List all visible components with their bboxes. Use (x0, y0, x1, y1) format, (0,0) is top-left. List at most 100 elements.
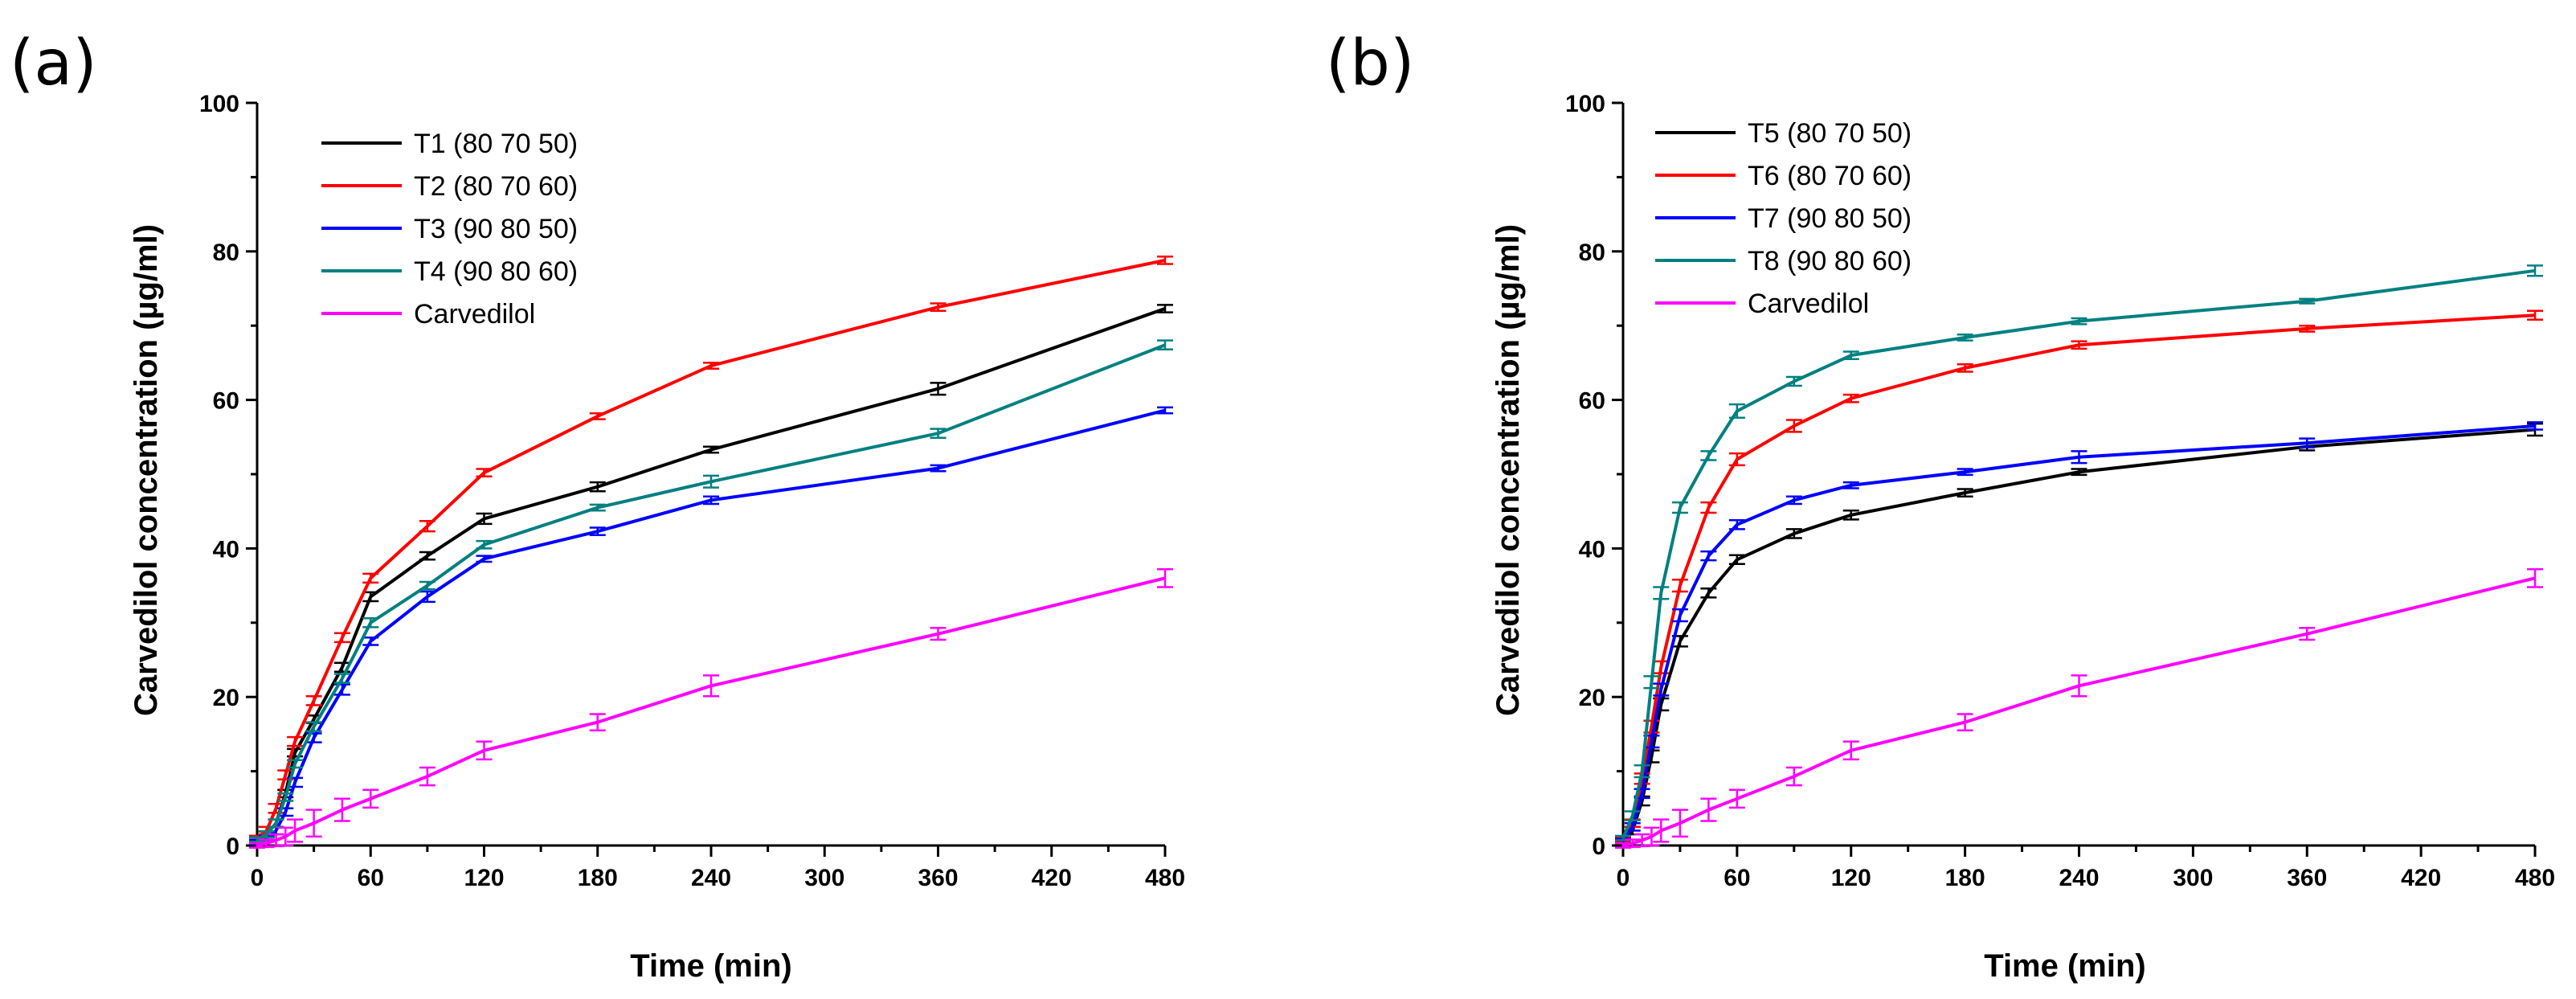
error-bar (2527, 568, 2543, 588)
legend-label: Carvedilol (1748, 289, 1869, 319)
error-bar (362, 572, 379, 584)
y-tick-label: 80 (1579, 240, 1605, 266)
error-bar (1700, 450, 1717, 461)
error-bar (2071, 317, 2087, 325)
x-axis-label-b: Time (min) (1984, 948, 2146, 984)
x-tick-label: 420 (1032, 865, 1072, 891)
x-tick-label: 420 (2401, 865, 2441, 891)
error-bar (589, 411, 606, 420)
error-bar (1671, 608, 1688, 623)
series-line (1621, 424, 2536, 842)
error-bar (1957, 713, 1973, 732)
error-bar (930, 302, 947, 312)
error-bar (930, 428, 947, 439)
error-bar (1785, 528, 1802, 539)
x-tick-label: 300 (804, 865, 844, 891)
error-bar (589, 713, 606, 732)
error-bar (1653, 682, 1670, 697)
x-tick-label: 240 (2059, 865, 2099, 891)
x-tick-label: 480 (1145, 865, 1185, 891)
error-bar (1842, 350, 1859, 361)
error-bar (476, 468, 493, 478)
series-line (1621, 313, 2536, 841)
chart-panel-a: (a) Time (min) Carvedilol concentration … (10, 27, 1185, 984)
error-bar (1957, 334, 1973, 342)
legend: T5 (80 70 50) T6 (80 70 60) T7 (90 80 50) T… (1655, 118, 1912, 319)
error-bar (930, 627, 947, 641)
error-bar (1785, 375, 1802, 387)
y-tick-label: 80 (213, 240, 239, 266)
x-tick-label: 240 (691, 865, 731, 891)
error-bar (589, 526, 606, 537)
y-tick-label: 60 (213, 388, 239, 415)
y-tick-label: 100 (199, 91, 239, 117)
error-bar (2299, 437, 2316, 448)
error-bar (1700, 501, 1717, 514)
legend-label: T6 (80 70 60) (1748, 161, 1912, 191)
error-bar (2299, 627, 2316, 641)
x-tick-label: 480 (2515, 865, 2555, 891)
y-tick-label: 100 (1565, 91, 1605, 117)
error-bar (287, 759, 304, 769)
x-tick-label: 120 (464, 865, 504, 891)
error-bar (1785, 766, 1802, 787)
panel-label-b: (b) (1326, 27, 1414, 100)
error-bar (419, 590, 435, 604)
x-tick-label: 120 (1831, 865, 1871, 891)
error-bar (1728, 452, 1745, 467)
error-bar (305, 721, 322, 732)
series-line (1621, 268, 2536, 839)
error-bar (287, 735, 304, 747)
y-tick-label: 60 (1579, 388, 1605, 415)
error-bar (1671, 501, 1688, 514)
error-bar (1700, 588, 1717, 599)
series-line (1622, 576, 2536, 847)
error-bar (1728, 403, 1745, 420)
legend-label: Carvedilol (414, 299, 535, 330)
error-bar (2299, 297, 2316, 305)
error-bar (1157, 406, 1173, 415)
error-bar (930, 382, 947, 396)
error-bar (2527, 421, 2543, 431)
error-bar (1643, 675, 1660, 690)
series-line (256, 307, 1166, 840)
y-tick-label: 0 (226, 833, 239, 860)
y-tick-label: 20 (1579, 685, 1605, 711)
error-bar (2527, 309, 2543, 321)
y-tick-label: 0 (1592, 833, 1605, 860)
series-line (256, 343, 1166, 841)
error-bar (2071, 468, 2087, 477)
error-bar (476, 740, 493, 761)
error-bar (333, 683, 350, 696)
error-bar (1842, 510, 1859, 521)
series-3 (249, 406, 1173, 845)
error-bar (1653, 586, 1670, 600)
legend-label: T4 (90 80 60) (414, 256, 578, 287)
error-bar (476, 539, 493, 550)
x-tick-label: 0 (1617, 865, 1630, 891)
error-bar (1842, 481, 1859, 489)
error-bar (476, 555, 493, 563)
error-bar (930, 464, 947, 473)
error-bar (1957, 468, 1973, 477)
error-bar (333, 797, 350, 822)
x-tick-label: 360 (918, 865, 958, 891)
error-bar (2071, 340, 2087, 350)
x-tick-label: 360 (2287, 865, 2327, 891)
error-bar (1634, 764, 1650, 779)
error-bar (1957, 488, 1973, 497)
y-axis-label-a: Carvedilol concentration (µg/ml) (129, 224, 164, 716)
series-5 (1615, 568, 2543, 850)
error-bar (305, 809, 322, 838)
series-2 (249, 256, 1173, 841)
error-bar (1842, 740, 1859, 761)
error-bar (1785, 419, 1802, 433)
error-bar (1157, 568, 1173, 588)
legend-label: T5 (80 70 50) (1748, 118, 1912, 149)
x-tick-label: 0 (251, 865, 264, 891)
legend-label: T2 (80 70 60) (414, 171, 578, 202)
series-1 (249, 304, 1173, 841)
error-bar (1157, 339, 1173, 351)
error-bar (1700, 797, 1717, 822)
error-bar (333, 632, 350, 644)
